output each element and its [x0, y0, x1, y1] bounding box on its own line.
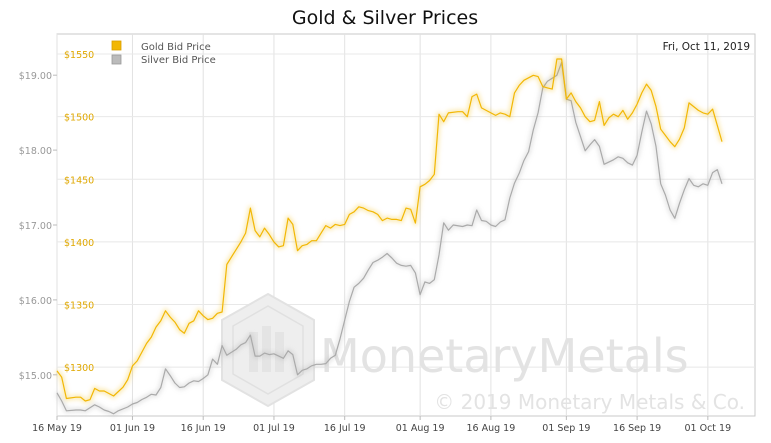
gold-axis-tick-label: $1300 — [64, 363, 94, 374]
legend-label-silver: Silver Bid Price — [141, 55, 216, 66]
gold-axis-tick-label: $1350 — [64, 301, 94, 312]
right-axis-ticks: $1300 $1350 $1400 $1450 $1500 $1550 — [64, 50, 94, 374]
series-layer — [54, 56, 725, 417]
legend-label-gold: Gold Bid Price — [141, 42, 211, 53]
logo-bar-mid — [262, 326, 271, 372]
left-axis: $15.00 $16.00 $17.00 $18.00 $19.00 — [19, 71, 57, 382]
gold-axis-tick-label: $1550 — [64, 50, 94, 61]
logo-inner-hex — [232, 305, 304, 395]
x-tick-label: 01 Jun 19 — [110, 423, 155, 434]
silver-axis-tick-label: $17.00 — [19, 221, 52, 232]
legend-swatch-silver — [111, 54, 122, 65]
gold-series-line — [56, 58, 723, 402]
watermark-brand: MonetaryMetals — [320, 329, 689, 383]
legend: Gold Bid Price Silver Bid Price — [111, 40, 216, 66]
watermark-copyright: © 2019 Monetary Metals & Co. — [434, 390, 745, 414]
x-tick-label: 16 Sep 19 — [613, 423, 661, 434]
gold-axis-tick-label: $1400 — [64, 238, 94, 249]
silver-axis-tick-label: $15.00 — [19, 371, 52, 382]
x-tick-label: 16 May 19 — [32, 423, 82, 434]
gold-axis-tick-label: $1500 — [64, 113, 94, 124]
watermark: MonetaryMetals © 2019 Monetary Metals & … — [221, 292, 745, 414]
x-tick-label: 16 Jun 19 — [181, 423, 226, 434]
silver-axis-tick-label: $16.00 — [19, 296, 52, 307]
silver-series-line — [56, 61, 723, 415]
x-tick-label: 01 Sep 19 — [542, 423, 590, 434]
silver-axis-tick-label: $19.00 — [19, 71, 52, 82]
x-tick-label: 16 Jul 19 — [324, 423, 366, 434]
chart-title: Gold & Silver Prices — [292, 7, 478, 29]
x-tick-label: 01 Oct 19 — [685, 423, 732, 434]
x-tick-label: 01 Jul 19 — [253, 423, 295, 434]
date-label: Fri, Oct 11, 2019 — [663, 41, 750, 53]
silver-axis-tick-label: $18.00 — [19, 146, 52, 157]
gold-axis-tick-label: $1450 — [64, 175, 94, 186]
x-tick-label: 16 Aug 19 — [467, 423, 516, 434]
x-axis: 16 May 19 01 Jun 19 16 Jun 19 01 Jul 19 16 J… — [32, 416, 731, 434]
logo-bar-right — [275, 332, 284, 372]
x-tick-label: 01 Aug 19 — [396, 423, 445, 434]
legend-swatch-gold — [111, 40, 122, 51]
